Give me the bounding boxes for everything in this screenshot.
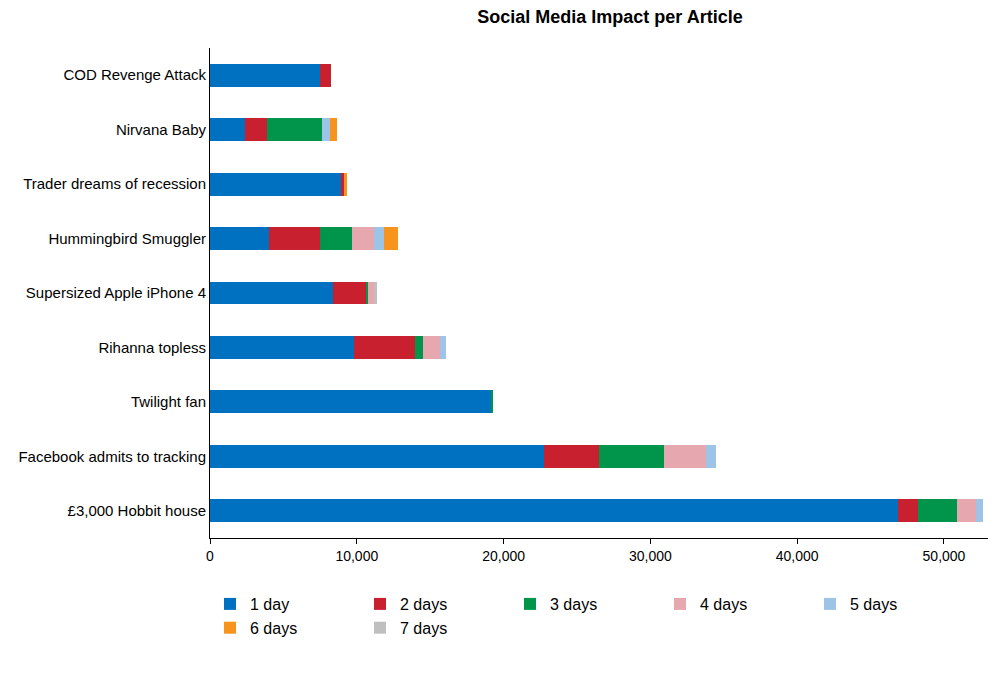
- svg-text:20,000: 20,000: [482, 548, 525, 564]
- svg-text:30,000: 30,000: [629, 548, 672, 564]
- svg-text:Twilight fan: Twilight fan: [131, 393, 206, 410]
- svg-text:10,000: 10,000: [335, 548, 378, 564]
- svg-text:Rihanna topless: Rihanna topless: [98, 339, 206, 356]
- svg-text:5 days: 5 days: [850, 596, 897, 613]
- svg-text:Hummingbird Smuggler: Hummingbird Smuggler: [48, 230, 206, 247]
- svg-text:2 days: 2 days: [400, 596, 447, 613]
- svg-text:4 days: 4 days: [700, 596, 747, 613]
- svg-text:£3,000 Hobbit house: £3,000 Hobbit house: [68, 502, 206, 519]
- svg-text:50,000: 50,000: [923, 548, 966, 564]
- svg-text:Nirvana Baby: Nirvana Baby: [116, 121, 207, 138]
- svg-text:Social Media Impact per Articl: Social Media Impact per Article: [477, 7, 742, 27]
- svg-text:7 days: 7 days: [400, 620, 447, 637]
- svg-text:Trader dreams of recession: Trader dreams of recession: [23, 175, 206, 192]
- svg-text:6 days: 6 days: [250, 620, 297, 637]
- svg-text:3 days: 3 days: [550, 596, 597, 613]
- svg-text:COD Revenge Attack: COD Revenge Attack: [63, 66, 206, 83]
- svg-text:1 day: 1 day: [250, 596, 289, 613]
- svg-text:0: 0: [206, 548, 214, 564]
- svg-text:Facebook admits to tracking: Facebook admits to tracking: [18, 448, 206, 465]
- svg-text:40,000: 40,000: [776, 548, 819, 564]
- svg-text:Supersized Apple iPhone 4: Supersized Apple iPhone 4: [26, 284, 206, 301]
